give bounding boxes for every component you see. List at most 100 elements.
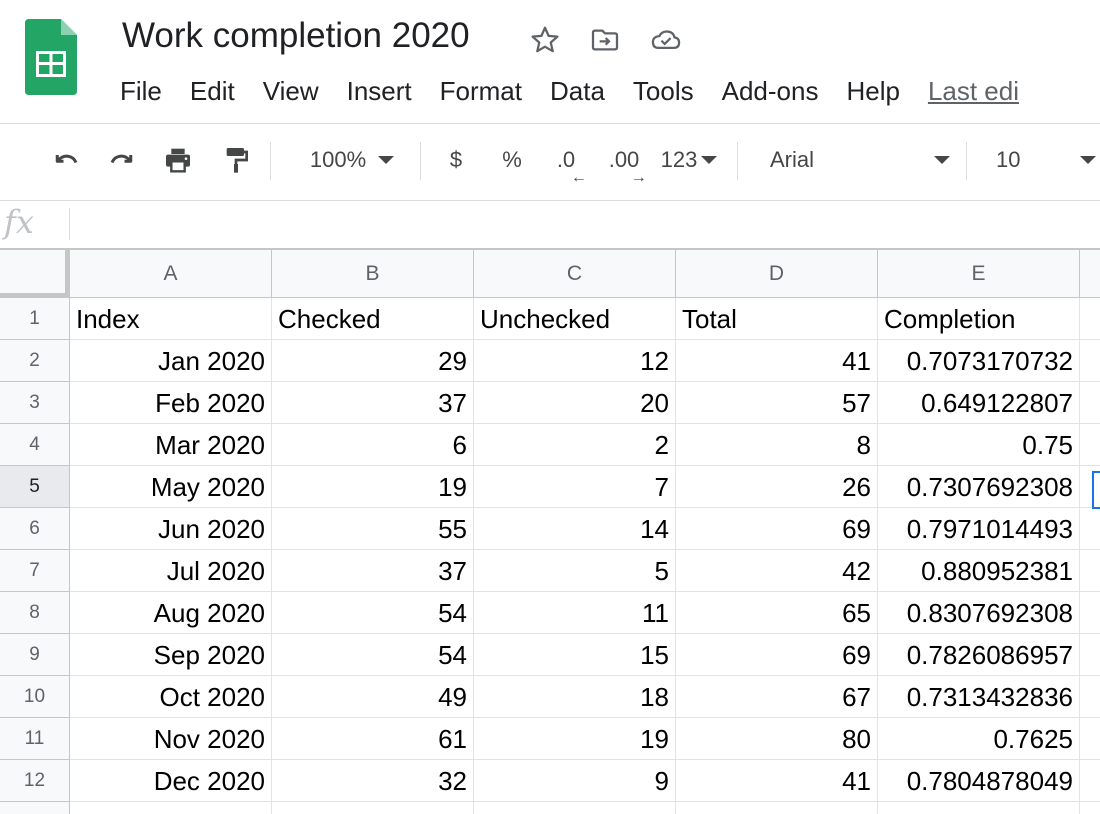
table-cell[interactable]: 54 bbox=[272, 634, 474, 676]
table-cell[interactable]: 0.649122807 bbox=[878, 382, 1080, 424]
table-cell[interactable]: 20 bbox=[474, 382, 676, 424]
table-cell[interactable]: 67 bbox=[676, 676, 878, 718]
font-family-select[interactable]: Arial bbox=[770, 138, 950, 182]
currency-format-button[interactable]: $ bbox=[438, 138, 474, 182]
table-cell[interactable]: Sep 2020 bbox=[70, 634, 272, 676]
table-cell[interactable]: 0.7625 bbox=[878, 718, 1080, 760]
table-cell[interactable]: 65 bbox=[676, 592, 878, 634]
header-cell[interactable]: Unchecked bbox=[474, 298, 676, 340]
table-cell[interactable]: 0.7804878049 bbox=[878, 760, 1080, 802]
table-cell[interactable] bbox=[1080, 718, 1100, 760]
menu-edit[interactable]: Edit bbox=[189, 76, 235, 106]
increase-decimal-button[interactable]: .00 → bbox=[600, 138, 648, 186]
column-header-next[interactable] bbox=[1080, 250, 1100, 298]
row-header[interactable]: 9 bbox=[0, 634, 70, 676]
redo-icon[interactable] bbox=[100, 138, 144, 182]
table-cell[interactable]: 5 bbox=[474, 550, 676, 592]
table-cell[interactable]: 42 bbox=[676, 550, 878, 592]
table-cell[interactable]: 32 bbox=[272, 760, 474, 802]
font-size-select[interactable]: 10 bbox=[996, 138, 1100, 182]
table-cell[interactable]: 12 bbox=[474, 340, 676, 382]
row-header[interactable]: 6 bbox=[0, 508, 70, 550]
table-cell[interactable]: Jan 2020 bbox=[70, 340, 272, 382]
column-header-c[interactable]: C bbox=[474, 250, 676, 298]
star-icon[interactable] bbox=[527, 22, 563, 58]
table-cell[interactable]: Oct 2020 bbox=[70, 676, 272, 718]
menu-help[interactable]: Help bbox=[846, 76, 900, 106]
table-cell[interactable]: 80 bbox=[676, 718, 878, 760]
table-cell[interactable]: 0.8307692308 bbox=[878, 592, 1080, 634]
table-cell[interactable]: 55 bbox=[272, 508, 474, 550]
table-cell[interactable]: 19 bbox=[272, 466, 474, 508]
table-cell[interactable]: 7 bbox=[474, 466, 676, 508]
row-header[interactable]: 10 bbox=[0, 676, 70, 718]
paint-format-icon[interactable] bbox=[214, 138, 258, 182]
table-cell[interactable]: Aug 2020 bbox=[70, 592, 272, 634]
table-cell[interactable]: 69 bbox=[676, 634, 878, 676]
table-cell[interactable] bbox=[1080, 508, 1100, 550]
menu-format[interactable]: Format bbox=[439, 76, 522, 106]
table-cell[interactable]: 6 bbox=[272, 424, 474, 466]
table-cell[interactable] bbox=[1080, 676, 1100, 718]
cloud-saved-icon[interactable] bbox=[648, 22, 684, 58]
table-cell[interactable]: 9 bbox=[474, 760, 676, 802]
header-cell[interactable]: Checked bbox=[272, 298, 474, 340]
table-cell[interactable]: 57 bbox=[676, 382, 878, 424]
table-cell[interactable] bbox=[70, 802, 272, 814]
decrease-decimal-button[interactable]: .0 ← bbox=[546, 138, 587, 186]
header-cell[interactable]: Total bbox=[676, 298, 878, 340]
table-cell[interactable]: 0.7971014493 bbox=[878, 508, 1080, 550]
percent-format-button[interactable]: % bbox=[494, 138, 530, 182]
menu-view[interactable]: View bbox=[262, 76, 319, 106]
table-cell[interactable]: 8 bbox=[676, 424, 878, 466]
column-header-d[interactable]: D bbox=[676, 250, 878, 298]
table-cell[interactable] bbox=[1080, 298, 1100, 340]
table-cell[interactable]: Nov 2020 bbox=[70, 718, 272, 760]
table-cell[interactable]: Mar 2020 bbox=[70, 424, 272, 466]
menu-tools[interactable]: Tools bbox=[632, 76, 694, 106]
table-cell[interactable]: 0.880952381 bbox=[878, 550, 1080, 592]
menu-file[interactable]: File bbox=[120, 76, 162, 106]
table-cell[interactable]: 0.7826086957 bbox=[878, 634, 1080, 676]
table-cell[interactable]: 37 bbox=[272, 382, 474, 424]
header-cell[interactable]: Index bbox=[70, 298, 272, 340]
table-cell[interactable] bbox=[1080, 466, 1100, 508]
row-header[interactable] bbox=[0, 802, 70, 814]
table-cell[interactable]: May 2020 bbox=[70, 466, 272, 508]
table-cell[interactable]: 0.7307692308 bbox=[878, 466, 1080, 508]
table-cell[interactable]: 69 bbox=[676, 508, 878, 550]
table-cell[interactable] bbox=[1080, 424, 1100, 466]
table-cell[interactable]: Feb 2020 bbox=[70, 382, 272, 424]
row-header[interactable]: 2 bbox=[0, 340, 70, 382]
table-cell[interactable]: 18 bbox=[474, 676, 676, 718]
table-cell[interactable]: Jul 2020 bbox=[70, 550, 272, 592]
table-cell[interactable]: 0.7073170732 bbox=[878, 340, 1080, 382]
row-header[interactable]: 3 bbox=[0, 382, 70, 424]
row-header[interactable]: 4 bbox=[0, 424, 70, 466]
table-cell[interactable]: 37 bbox=[272, 550, 474, 592]
menu-data[interactable]: Data bbox=[549, 76, 605, 106]
table-cell[interactable]: 29 bbox=[272, 340, 474, 382]
table-cell[interactable]: 2 bbox=[474, 424, 676, 466]
table-cell[interactable]: 61 bbox=[272, 718, 474, 760]
table-cell[interactable] bbox=[878, 802, 1080, 814]
table-cell[interactable]: Dec 2020 bbox=[70, 760, 272, 802]
table-cell[interactable]: 0.7313432836 bbox=[878, 676, 1080, 718]
header-cell[interactable]: Completion bbox=[878, 298, 1080, 340]
table-cell[interactable]: 41 bbox=[676, 340, 878, 382]
print-icon[interactable] bbox=[156, 138, 200, 182]
row-header[interactable]: 7 bbox=[0, 550, 70, 592]
table-cell[interactable] bbox=[1080, 760, 1100, 802]
table-cell[interactable] bbox=[1080, 634, 1100, 676]
sheets-logo[interactable] bbox=[25, 19, 77, 95]
table-cell[interactable]: 26 bbox=[676, 466, 878, 508]
table-cell[interactable]: 49 bbox=[272, 676, 474, 718]
table-cell[interactable] bbox=[1080, 550, 1100, 592]
menu-add-ons[interactable]: Add-ons bbox=[721, 76, 819, 106]
table-cell[interactable]: 14 bbox=[474, 508, 676, 550]
table-cell[interactable] bbox=[1080, 382, 1100, 424]
column-header-a[interactable]: A bbox=[70, 250, 272, 298]
table-cell[interactable]: Jun 2020 bbox=[70, 508, 272, 550]
table-cell[interactable] bbox=[474, 802, 676, 814]
column-header-e[interactable]: E bbox=[878, 250, 1080, 298]
